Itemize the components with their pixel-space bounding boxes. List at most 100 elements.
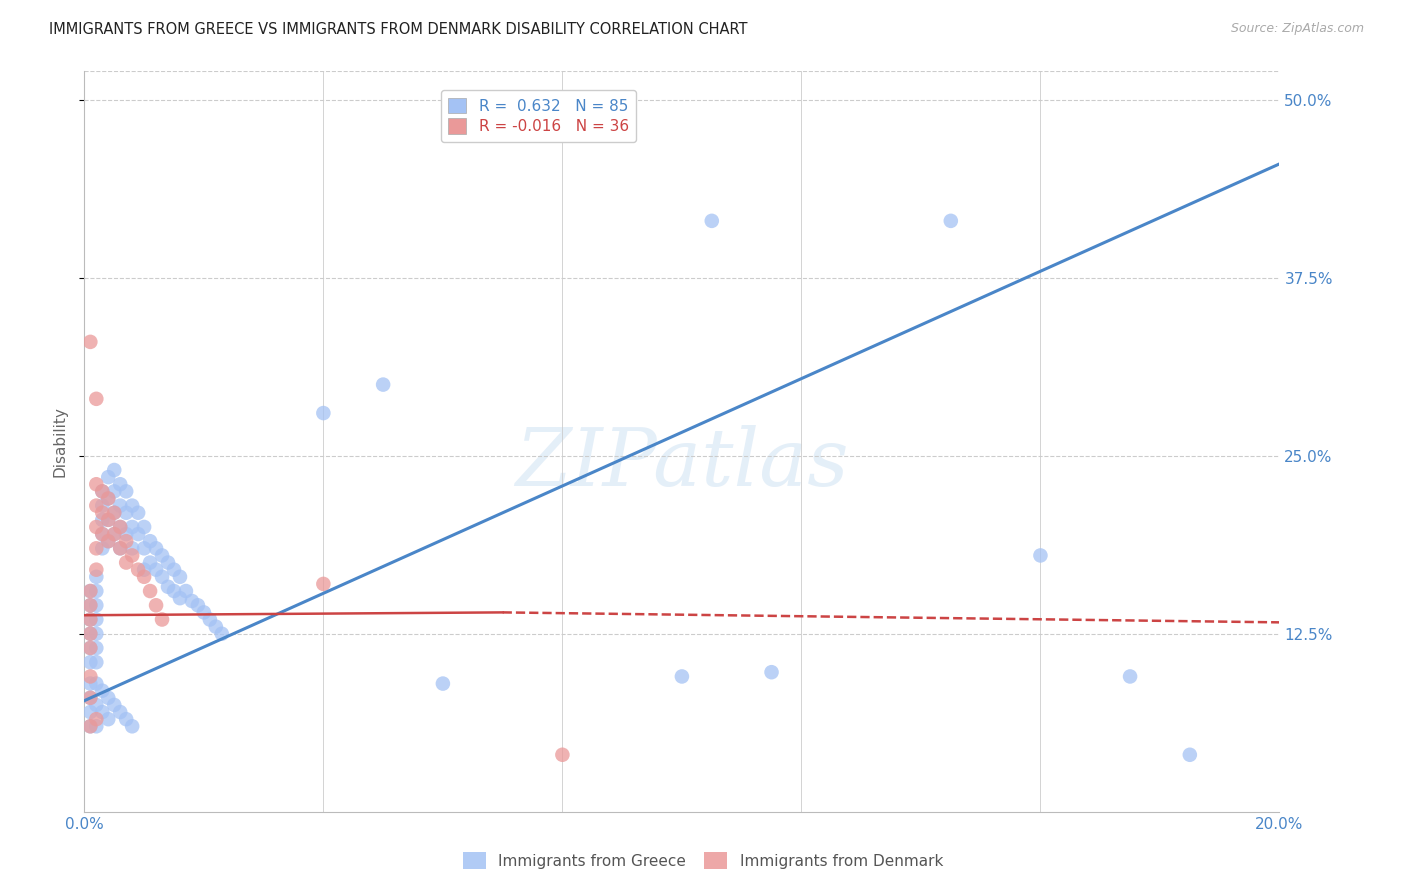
Point xyxy=(115,484,138,499)
Point xyxy=(91,484,114,499)
Point xyxy=(432,676,454,690)
Point xyxy=(86,392,108,406)
Point xyxy=(163,584,186,599)
Point xyxy=(103,698,125,712)
Point xyxy=(86,499,108,513)
Point xyxy=(91,499,114,513)
Point xyxy=(91,484,114,499)
Point xyxy=(139,584,162,599)
Point xyxy=(91,527,114,541)
Point xyxy=(115,556,138,570)
Point xyxy=(91,683,114,698)
Point xyxy=(205,619,228,633)
Point xyxy=(79,584,101,599)
Point xyxy=(86,541,108,556)
Point xyxy=(187,599,209,613)
Point xyxy=(97,690,120,705)
Point xyxy=(110,520,132,534)
Point xyxy=(79,640,101,655)
Point xyxy=(79,690,101,705)
Point xyxy=(79,613,101,627)
Point xyxy=(86,599,108,613)
Point xyxy=(110,705,132,719)
Point xyxy=(79,599,101,613)
Point xyxy=(86,640,108,655)
Point xyxy=(121,520,143,534)
Point xyxy=(103,527,125,541)
Point xyxy=(79,626,101,640)
Point xyxy=(145,599,167,613)
Point xyxy=(86,570,108,584)
Point xyxy=(132,563,156,577)
Text: Source: ZipAtlas.com: Source: ZipAtlas.com xyxy=(1230,22,1364,36)
Point xyxy=(97,534,120,549)
Point xyxy=(79,626,101,640)
Point xyxy=(97,470,120,484)
Point xyxy=(157,556,180,570)
Point xyxy=(103,463,125,477)
Point xyxy=(86,584,108,599)
Legend: R =  0.632   N = 85, R = -0.016   N = 36: R = 0.632 N = 85, R = -0.016 N = 36 xyxy=(440,90,637,142)
Point xyxy=(145,563,167,577)
Point xyxy=(110,541,132,556)
Text: ZIPatlas: ZIPatlas xyxy=(515,425,849,502)
Point xyxy=(97,513,120,527)
Point xyxy=(86,563,108,577)
Point xyxy=(1119,669,1142,683)
Point xyxy=(671,669,693,683)
Point xyxy=(139,534,162,549)
Point xyxy=(110,477,132,491)
Point xyxy=(86,520,108,534)
Point xyxy=(312,406,335,420)
Point xyxy=(127,506,149,520)
Point xyxy=(86,613,108,627)
Point xyxy=(86,698,108,712)
Point xyxy=(86,626,108,640)
Point xyxy=(121,499,143,513)
Point xyxy=(79,719,101,733)
Point xyxy=(86,712,108,726)
Point xyxy=(91,705,114,719)
Point xyxy=(373,377,395,392)
Point xyxy=(79,599,101,613)
Point xyxy=(115,534,138,549)
Point xyxy=(169,570,191,584)
Point xyxy=(79,719,101,733)
Point xyxy=(145,541,167,556)
Point xyxy=(79,676,101,690)
Point xyxy=(115,506,138,520)
Point xyxy=(211,626,233,640)
Point xyxy=(91,513,114,527)
Point xyxy=(939,214,962,228)
Point xyxy=(103,506,125,520)
Point xyxy=(1178,747,1201,762)
Point xyxy=(86,676,108,690)
Point xyxy=(110,520,132,534)
Point xyxy=(132,541,156,556)
Point xyxy=(86,719,108,733)
Point xyxy=(761,665,783,680)
Point xyxy=(132,570,156,584)
Point xyxy=(79,655,101,669)
Point xyxy=(86,655,108,669)
Point xyxy=(110,499,132,513)
Point xyxy=(79,334,101,349)
Point xyxy=(79,640,101,655)
Point xyxy=(174,584,197,599)
Point xyxy=(86,477,108,491)
Text: IMMIGRANTS FROM GREECE VS IMMIGRANTS FROM DENMARK DISABILITY CORRELATION CHART: IMMIGRANTS FROM GREECE VS IMMIGRANTS FRO… xyxy=(49,22,748,37)
Point xyxy=(121,541,143,556)
Point xyxy=(551,747,574,762)
Point xyxy=(91,527,114,541)
Point xyxy=(1029,549,1052,563)
Point xyxy=(163,563,186,577)
Point xyxy=(132,520,156,534)
Point xyxy=(115,712,138,726)
Point xyxy=(103,484,125,499)
Point xyxy=(121,549,143,563)
Point xyxy=(181,594,204,608)
Point xyxy=(79,690,101,705)
Point xyxy=(103,527,125,541)
Point xyxy=(103,506,125,520)
Point xyxy=(79,705,101,719)
